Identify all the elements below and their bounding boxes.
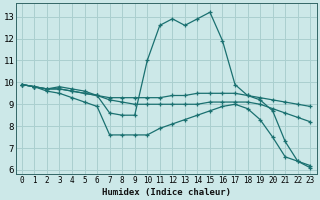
X-axis label: Humidex (Indice chaleur): Humidex (Indice chaleur) [101, 188, 231, 197]
